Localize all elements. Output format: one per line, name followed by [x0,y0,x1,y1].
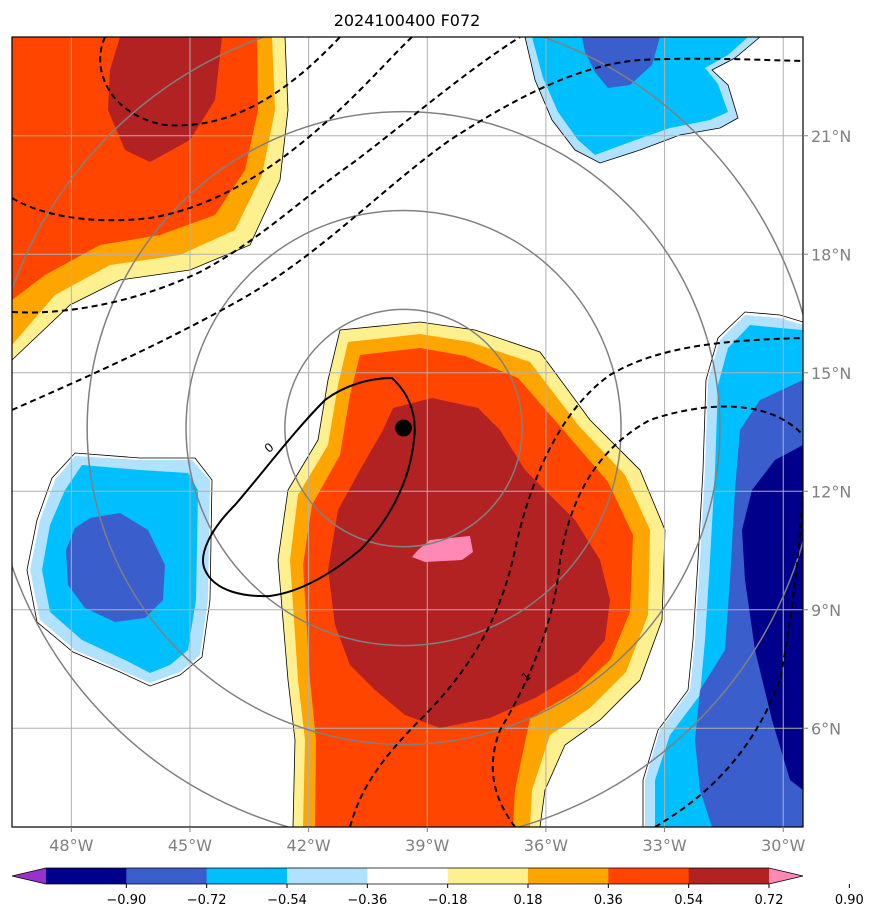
positive-anomaly-northwest [12,37,289,361]
latitude-labels: 6°N 9°N 12°N 15°N 18°N 21°N [803,127,851,738]
lon-tick-label: 33°W [642,836,686,855]
dashed-contours [12,37,803,827]
colorbar-segment [688,868,770,884]
dashed-contour-middle-left [12,37,521,314]
lat-tick-label: 21°N [811,127,851,146]
lon-tick-label: 48°W [49,836,93,855]
colorbar-segment [528,868,609,884]
colorbar-segment [126,868,208,884]
colorbar-segment [206,868,288,884]
colorbar-segment [608,868,690,884]
colorbar-tick-label: −0.36 [347,893,387,908]
colorbar-segment [46,868,127,884]
colorbar-tick-label: 0.54 [674,893,703,908]
colorbar-tick-label: 0.18 [514,893,543,908]
colorbar-extend-low [12,868,46,884]
dashed-contour-east-1 [349,337,803,827]
figure-title: 2024100400 F072 [334,11,481,30]
range-ring [185,209,622,647]
outline-north [524,37,761,164]
dashed-contour-east-2 [491,405,803,827]
colorbar-outline [11,867,804,885]
range-ring [284,308,523,548]
colorbar-tick-label: 0.90 [835,893,864,908]
lat-tick-label: 6°N [811,719,841,738]
colorbar-extend-high [769,868,803,884]
colorbar-tick-label: −0.90 [106,893,146,908]
lon-tick-label: 39°W [405,836,449,855]
lon-tick-label: 30°W [761,836,805,855]
dashed-contour-lower-left [12,57,803,411]
map-panel: 01 [12,37,803,827]
colorbar-tick-label: −0.54 [267,893,307,908]
lat-tick-label: 9°N [811,601,841,620]
storm-center-marker [395,419,413,437]
lat-tick-label: 18°N [811,245,851,264]
colorbar-segment [367,868,449,884]
fill-p072-nw [108,37,222,162]
dashed-contour-top-left [99,37,341,127]
solid-zero-contour [202,376,416,598]
lat-tick-label: 12°N [811,482,851,501]
map-frame [11,36,804,828]
outline-west [26,452,213,687]
colorbar-tick-label: 0.72 [755,893,784,908]
lon-tick-label: 42°W [287,836,331,855]
range-rings [12,37,803,827]
dashed-contour-upper-left [12,37,413,222]
longitude-labels: 48°W 45°W 42°W 39°W 36°W 33°W 30°W [49,827,805,855]
fill-n054-north [532,37,748,155]
colorbar-segment [447,868,529,884]
lon-tick-label: 45°W [168,836,212,855]
range-ring [86,110,721,746]
negative-anomaly-north [524,37,761,164]
dashed-contour-east-3 [654,489,803,827]
colorbar-tick-label: −0.18 [428,893,468,908]
graticule [12,37,803,827]
colorbar-segment [287,868,368,884]
colorbar-tick-label: −0.72 [187,893,227,908]
outline-central [277,321,666,827]
outline-nw [12,37,289,361]
lon-tick-label: 36°W [524,836,568,855]
colorbar-tick-label: 0.36 [594,893,623,908]
colorbar: −0.90 −0.72 −0.54 −0.36 −0.18 0.18 0.36 0.54 0.7… [11,867,864,908]
fill-n072-north [582,37,660,88]
outline-east [642,311,803,827]
lat-tick-label: 15°N [811,364,851,383]
fill-n072-west [66,513,165,622]
